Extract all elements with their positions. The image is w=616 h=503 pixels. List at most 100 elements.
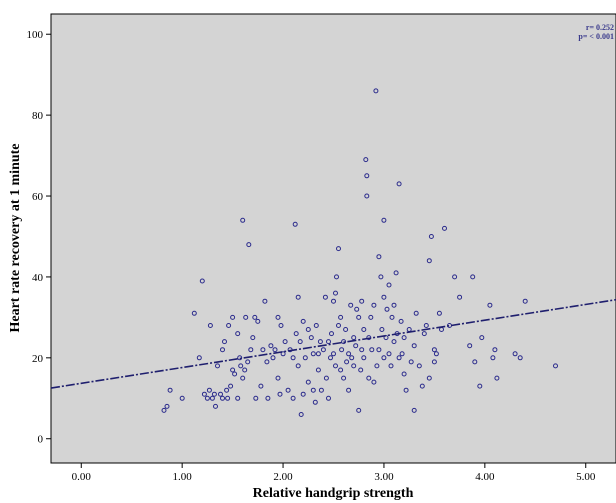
data-point bbox=[396, 181, 402, 187]
data-point bbox=[431, 347, 437, 353]
data-point bbox=[353, 343, 359, 349]
data-point bbox=[264, 359, 270, 365]
data-point bbox=[341, 375, 347, 381]
data-point bbox=[275, 314, 281, 320]
data-point bbox=[300, 391, 306, 397]
data-point bbox=[363, 157, 369, 163]
data-point bbox=[452, 274, 458, 280]
data-point bbox=[431, 359, 437, 365]
data-point bbox=[426, 375, 432, 381]
y-axis: 0 20 40 60 80 100 bbox=[27, 29, 51, 446]
data-point bbox=[265, 395, 271, 401]
data-point bbox=[164, 403, 170, 409]
data-point bbox=[361, 355, 367, 361]
data-point bbox=[298, 412, 304, 417]
data-point bbox=[349, 355, 355, 361]
data-point bbox=[245, 359, 251, 365]
annotation-p: p= < 0.001 bbox=[578, 32, 614, 41]
data-point bbox=[225, 395, 231, 401]
data-point bbox=[333, 363, 338, 369]
data-point bbox=[326, 339, 331, 345]
data-point bbox=[308, 335, 314, 341]
data-point bbox=[315, 351, 321, 357]
data-point bbox=[381, 294, 387, 300]
data-point bbox=[416, 363, 422, 369]
data-point bbox=[228, 383, 234, 389]
data-point bbox=[338, 314, 344, 320]
data-point bbox=[161, 407, 167, 413]
data-point bbox=[396, 355, 402, 361]
data-point bbox=[413, 310, 419, 316]
data-point bbox=[209, 395, 215, 401]
data-point bbox=[318, 387, 324, 393]
data-point bbox=[490, 355, 496, 361]
data-point bbox=[258, 383, 264, 389]
data-point bbox=[206, 387, 212, 393]
data-point bbox=[348, 302, 354, 308]
data-point bbox=[292, 221, 298, 227]
data-point bbox=[379, 327, 385, 332]
data-point bbox=[381, 355, 387, 361]
data-point bbox=[222, 339, 227, 345]
data-point bbox=[252, 314, 258, 320]
data-point bbox=[260, 347, 266, 353]
data-point bbox=[243, 314, 249, 320]
data-point bbox=[285, 387, 291, 393]
data-point bbox=[282, 339, 288, 345]
data-point bbox=[196, 355, 202, 361]
data-point bbox=[297, 339, 303, 345]
data-point bbox=[359, 347, 365, 353]
data-point bbox=[305, 379, 311, 385]
data-point bbox=[391, 302, 397, 308]
data-point bbox=[331, 351, 336, 357]
y-tick-label: 20 bbox=[32, 353, 44, 365]
data-point bbox=[346, 387, 352, 393]
data-point bbox=[383, 335, 389, 341]
data-point bbox=[295, 363, 301, 369]
data-point bbox=[378, 274, 384, 280]
data-point bbox=[255, 318, 261, 324]
annotation-r: r= 0.252 bbox=[586, 23, 614, 32]
data-point bbox=[373, 88, 379, 94]
data-point bbox=[220, 347, 225, 353]
data-point bbox=[230, 314, 236, 320]
data-point bbox=[403, 387, 409, 393]
data-point bbox=[250, 335, 256, 341]
data-point bbox=[224, 387, 230, 393]
data-point bbox=[364, 173, 370, 179]
x-tick-label: 2.00 bbox=[273, 471, 293, 483]
data-point bbox=[384, 306, 390, 312]
data-point bbox=[354, 306, 360, 312]
data-point bbox=[472, 359, 478, 365]
data-point bbox=[253, 395, 259, 401]
data-point bbox=[391, 339, 397, 345]
data-point bbox=[553, 363, 558, 369]
data-point bbox=[371, 379, 377, 385]
data-point bbox=[272, 347, 278, 353]
data-point bbox=[401, 335, 407, 341]
data-point bbox=[215, 363, 220, 369]
data-point bbox=[270, 355, 276, 361]
y-tick-label: 80 bbox=[32, 110, 44, 122]
data-point bbox=[336, 323, 341, 328]
data-point bbox=[398, 318, 404, 324]
x-tick-label: 0.00 bbox=[72, 471, 92, 483]
data-point bbox=[333, 290, 338, 296]
data-point bbox=[389, 314, 395, 320]
data-point bbox=[317, 339, 323, 345]
data-point bbox=[351, 335, 357, 341]
data-point bbox=[487, 302, 493, 308]
data-point bbox=[315, 367, 321, 373]
data-point bbox=[328, 355, 333, 361]
data-point bbox=[411, 407, 417, 413]
data-point bbox=[235, 331, 241, 337]
y-tick-label: 60 bbox=[32, 191, 44, 203]
data-point bbox=[207, 323, 213, 328]
data-point bbox=[248, 347, 254, 353]
data-point bbox=[230, 367, 236, 373]
data-point bbox=[366, 375, 372, 381]
data-point bbox=[313, 323, 319, 328]
data-point bbox=[442, 225, 447, 231]
data-point bbox=[246, 242, 252, 248]
data-point bbox=[470, 274, 476, 280]
